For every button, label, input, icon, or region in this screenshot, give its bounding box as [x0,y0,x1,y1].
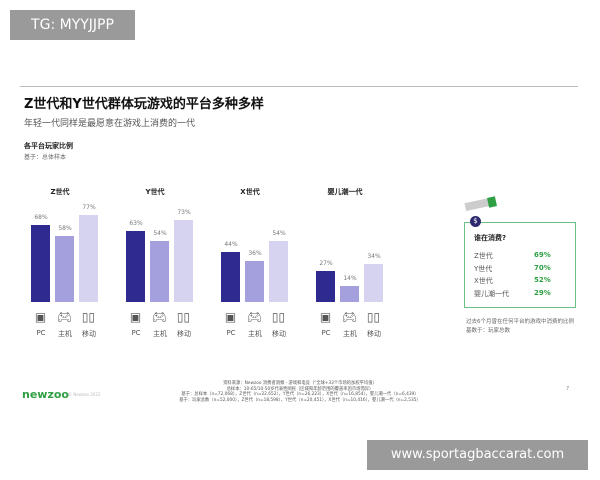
gamepad-icon: 🎮︎ [56,310,73,324]
pc-icon: ▣ [129,310,142,324]
spend-row-value: 52% [534,276,551,284]
copyright: © Newzoo 2022 [68,392,101,397]
category-label: 移动 [272,330,286,338]
data-label: 34% [367,252,381,260]
category-label: PC [36,329,46,337]
data-label: 77% [82,203,96,211]
pc-icon: ▣ [34,310,47,324]
group-label: 婴儿潮一代 [327,188,363,196]
chart-title: 各平台玩家比例 [24,142,73,150]
category-label: 移动 [177,330,191,338]
spend-note-text: 过去6个月曾在任何平台的游戏中消费的比例 [466,319,575,325]
category-label: 主机 [248,330,262,338]
spend-row-name: X世代 [474,277,493,285]
spend-panel [464,222,576,308]
data-label: 44% [224,241,238,249]
spend-title: 谁在消费? [474,234,507,242]
spend-row-value: 70% [534,264,551,272]
mobile-icon: ▯▯ [81,310,96,324]
page-title: Z世代和Y世代群体玩游戏的平台多种多样 [24,97,264,112]
bar [316,271,335,302]
spend-row-name: Z世代 [474,252,493,260]
footnote-line: 基于：玩家总数（n=52,000），Z世代（n=18,598），Y世代（n=20… [179,397,421,403]
mobile-icon: ▯▯ [176,310,191,324]
page-number: 7 [566,386,570,392]
data-label: 68% [34,214,48,222]
data-label: 73% [177,208,191,216]
spend-note: 过去6个月曾在任何平台的游戏中消费的比例 基数于：玩家总数 [466,318,578,336]
data-label: 36% [248,250,262,258]
gamepad-icon: 🎮︎ [341,310,358,324]
gamepad-icon: 🎮︎ [246,310,263,324]
data-label: 14% [343,275,357,283]
category-label: 移动 [82,330,96,338]
footnote: 资料来源：Newzoo 消费者洞察 · 游戏和电竞（"全球+33个市场的加权平均… [140,381,460,403]
bar [55,236,74,302]
gamepad-icon: 🎮︎ [151,310,168,324]
category-label: 主机 [343,330,357,338]
category-label: 主机 [58,330,72,338]
spend-note-base: 基数于：玩家总数 [466,328,511,334]
bar [221,252,240,302]
bar [79,214,98,302]
spend-row-name: Y世代 [474,265,493,273]
bar [174,219,193,302]
spend-row-name: 婴儿潮一代 [474,290,509,298]
category-label: 移动 [367,330,381,338]
data-label: 27% [319,260,333,268]
data-label: 63% [129,219,143,227]
data-label: 54% [272,229,286,237]
category-label: 主机 [153,330,167,338]
category-label: PC [131,329,141,337]
spend-row-value: 69% [534,251,551,259]
data-label: 54% [153,229,167,237]
bar [126,230,145,302]
bar [150,240,169,302]
footnote-line: 总样本：10-65/10-50岁代表性网民（区域和年龄范围的覆盖率因市场而异） [226,386,374,392]
footnote-line: 资料来源：Newzoo 消费者洞察 · 游戏和电竞（"全球+33个市场的加权平均… [223,381,377,386]
bar [269,240,288,302]
newzoo-logo: newzoo [22,388,69,401]
page-subtitle: 年轻一代同样是最愿意在游戏上消费的一代 [24,119,196,129]
data-label: 58% [58,225,72,233]
dollar-coin-icon: $ [470,216,481,227]
pc-icon: ▣ [224,310,237,324]
bar [245,261,264,302]
mobile-icon: ▯▯ [366,310,381,324]
watermark: www.sportagbaccarat.com [367,440,588,470]
group-label: Y世代 [145,188,165,196]
spend-row-value: 29% [534,289,551,297]
tag-banner: TG: MYYJJPP [10,10,135,40]
chart-base: 基于：总体样本 [24,154,67,161]
bar [31,225,50,302]
cash-icon [487,196,497,208]
footnote-line: 基于：总样本（n=72,068），Z世代（n=22,652），Y世代（n=26,… [181,392,419,397]
group-label: X世代 [240,188,260,196]
category-label: PC [321,329,331,337]
bar [340,286,359,302]
category-label: PC [226,329,236,337]
divider [20,86,578,87]
mobile-icon: ▯▯ [271,310,286,324]
bar [364,263,383,302]
group-label: Z世代 [50,188,70,196]
pc-icon: ▣ [319,310,332,324]
